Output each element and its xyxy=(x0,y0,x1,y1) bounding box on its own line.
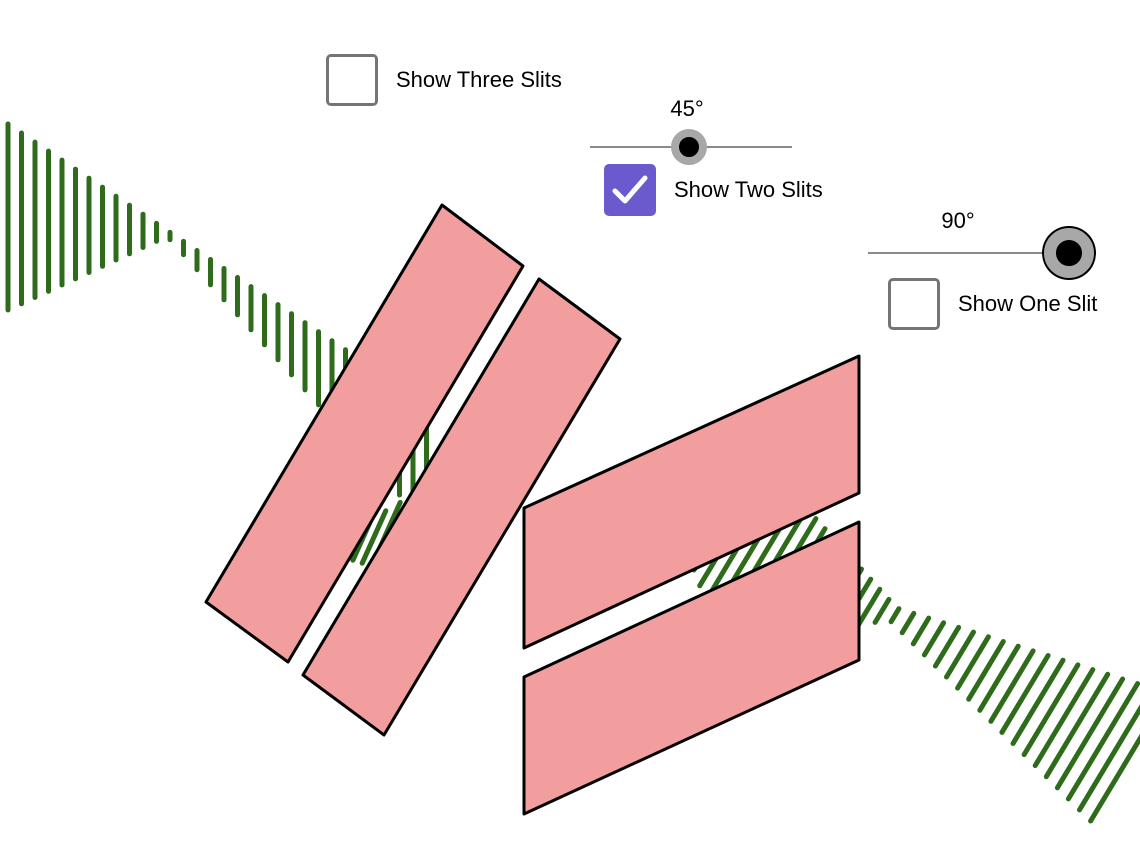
outgoing-wave-segment xyxy=(966,639,1006,702)
outgoing-wave-segment xyxy=(872,596,892,625)
outgoing-wave-segment xyxy=(1021,662,1081,758)
angle-b-value: 90° xyxy=(941,208,975,233)
outgoing-wave-segment xyxy=(955,634,991,691)
outgoing-wave-segment xyxy=(910,615,932,647)
right-slit-bar-lower xyxy=(522,520,861,816)
slit-layer xyxy=(204,203,861,816)
outgoing-wave-segment xyxy=(1077,704,1140,813)
show-three-slits-checkbox[interactable] xyxy=(326,54,378,106)
outgoing-wave-segment xyxy=(932,624,962,669)
angle-b-slider-track[interactable] xyxy=(868,252,1070,254)
outgoing-wave-segment xyxy=(921,620,947,658)
outgoing-wave-segment xyxy=(1043,671,1111,780)
right-slit-bar-upper xyxy=(522,354,861,650)
outgoing-wave-segment xyxy=(1032,667,1096,769)
outgoing-wave-segment xyxy=(1054,676,1126,791)
outgoing-wave-segment xyxy=(888,606,902,625)
show-two-slits-checkbox[interactable] xyxy=(604,164,656,216)
middle-wave-segment xyxy=(359,508,389,566)
show-three-slits-label: Show Three Slits xyxy=(396,67,562,92)
left-slit-bar-upper xyxy=(204,203,525,664)
outgoing-wave-segment xyxy=(944,629,976,680)
outgoing-wave-segment xyxy=(988,648,1036,724)
outgoing-wave-segment xyxy=(999,653,1051,735)
show-two-slits-label: Show Two Slits xyxy=(674,177,823,202)
outgoing-wave-segment xyxy=(1088,733,1140,824)
outgoing-wave-segment xyxy=(855,586,883,628)
check-icon xyxy=(612,175,648,204)
outgoing-wave-segment xyxy=(899,610,917,636)
left-slit-bar-lower xyxy=(301,277,622,737)
outgoing-wave-segment xyxy=(1010,657,1066,746)
outgoing-wave-segment xyxy=(977,643,1021,713)
outgoing-wave-segment xyxy=(1065,681,1140,802)
show-one-slit-label: Show One Slit xyxy=(958,291,1098,316)
angle-b-slider-thumb[interactable] xyxy=(1044,228,1094,278)
show-one-slit-checkbox[interactable] xyxy=(888,278,940,330)
angle-a-value: 45° xyxy=(670,96,704,121)
angle-a-slider-thumb[interactable] xyxy=(671,129,707,165)
